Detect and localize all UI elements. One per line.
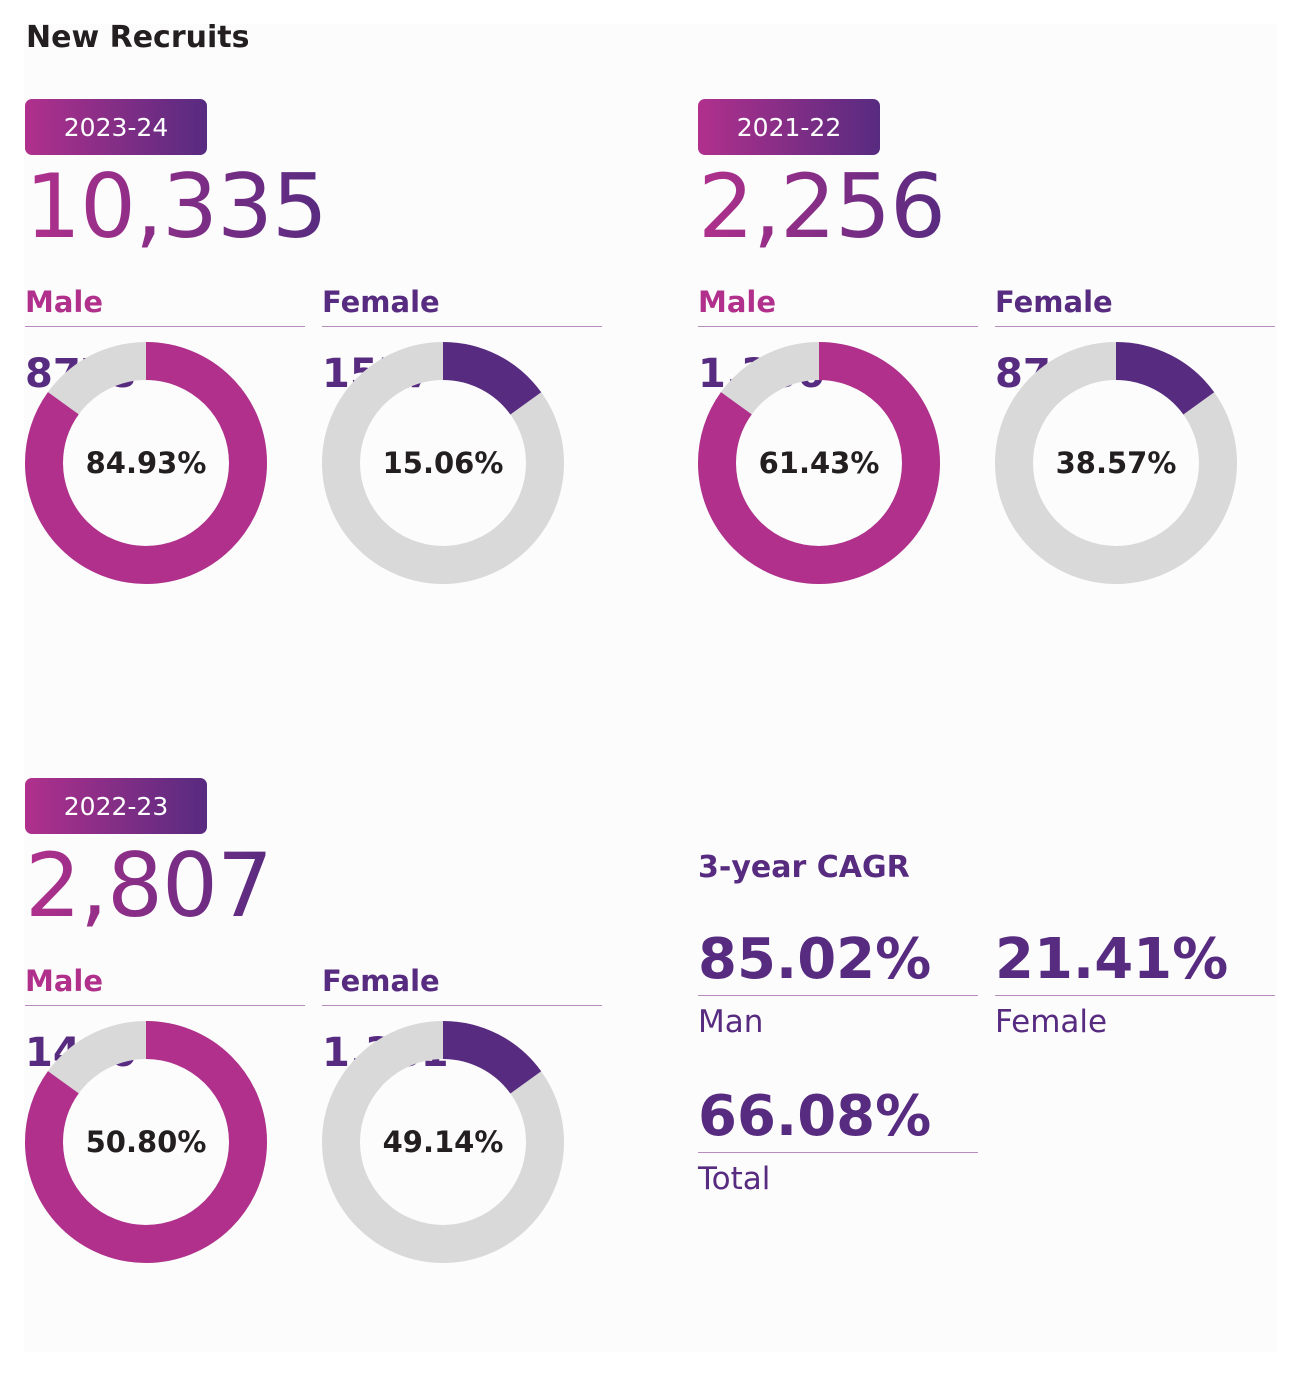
total-recruits: 2,807 <box>25 834 273 937</box>
male-donut-svg <box>25 342 267 584</box>
female-donut-chart: 49.14% <box>322 1021 564 1263</box>
year-badge: 2022-23 <box>25 778 207 834</box>
cagr-man-label: Man <box>698 1004 764 1040</box>
female-donut-chart: 15.06% <box>322 342 564 584</box>
female-percent-label: 38.57% <box>1055 446 1177 480</box>
female-percent-label: 15.06% <box>382 446 504 480</box>
cagr-female-stat: 21.41% Female <box>995 924 1275 1040</box>
donut-male-arc <box>25 342 267 584</box>
female-donut-svg <box>995 342 1237 584</box>
cagr-total-value: 66.08% <box>698 1081 978 1153</box>
female-label: Female <box>322 285 602 327</box>
donut-female-arc <box>322 342 564 584</box>
total-recruits: 10,335 <box>25 155 328 258</box>
year-badge: 2021-22 <box>698 99 880 155</box>
donut-male-arc <box>25 1021 267 1263</box>
male-label: Male <box>25 285 305 327</box>
male-donut-svg <box>698 342 940 584</box>
female-donut-svg <box>322 342 564 584</box>
cagr-total-label: Total <box>698 1161 771 1197</box>
female-percent-label: 49.14% <box>382 1125 504 1159</box>
cagr-section: 3-year CAGR 85.02% Man 21.41% Female 66.… <box>698 850 1278 1197</box>
female-donut-svg <box>322 1021 564 1263</box>
male-percent-label: 84.93% <box>85 446 207 480</box>
female-label: Female <box>322 964 602 1006</box>
year-badge: 2023-24 <box>25 99 207 155</box>
total-recruits: 2,256 <box>698 155 946 258</box>
male-donut-chart: 84.93% <box>25 342 267 584</box>
cagr-man-value: 85.02% <box>698 924 978 996</box>
male-label: Male <box>698 285 978 327</box>
donut-male-arc <box>698 342 940 584</box>
cagr-female-value: 21.41% <box>995 924 1275 996</box>
cagr-man-stat: 85.02% Man <box>698 924 978 1040</box>
male-percent-label: 50.80% <box>85 1125 207 1159</box>
page-title: New Recruits <box>26 20 250 55</box>
female-label: Female <box>995 285 1275 327</box>
cagr-title: 3-year CAGR <box>698 850 910 885</box>
male-donut-chart: 50.80% <box>25 1021 267 1263</box>
male-donut-svg <box>25 1021 267 1263</box>
donut-female-arc <box>995 342 1237 584</box>
female-donut-chart: 38.57% <box>995 342 1237 584</box>
male-donut-chart: 61.43% <box>698 342 940 584</box>
male-percent-label: 61.43% <box>758 446 880 480</box>
donut-female-arc <box>322 1021 564 1263</box>
male-label: Male <box>25 964 305 1006</box>
cagr-female-label: Female <box>995 1004 1108 1040</box>
cagr-total-stat: 66.08% Total <box>698 1081 978 1197</box>
